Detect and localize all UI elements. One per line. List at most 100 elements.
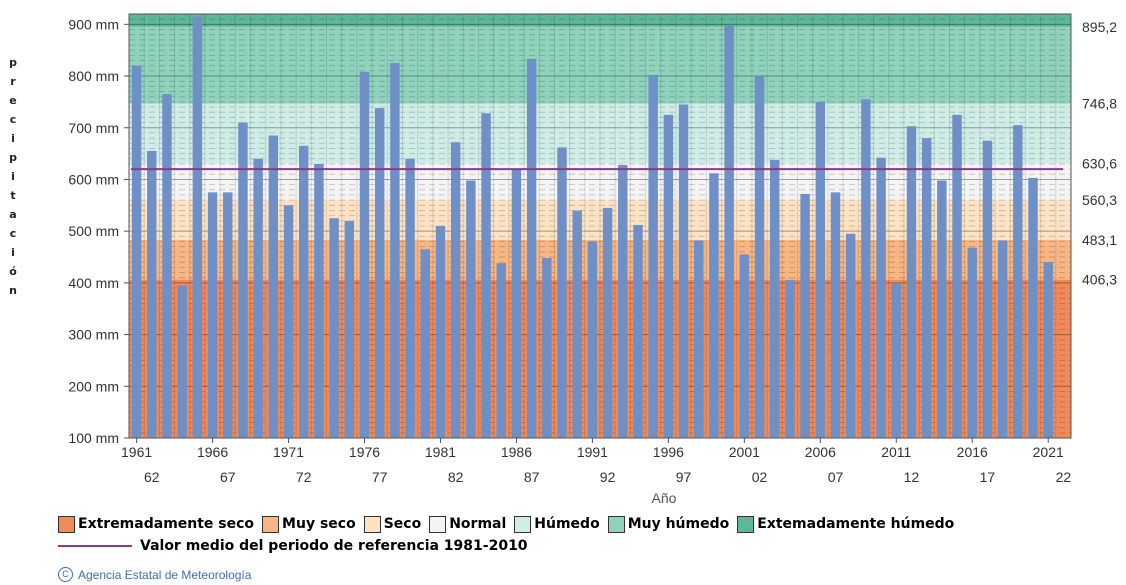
bar-2004 — [785, 280, 795, 438]
y-axis-title-letter: n — [9, 284, 17, 297]
x-tick-label-bottom: 82 — [448, 469, 464, 485]
threshold-label: 746,8 — [1082, 96, 1117, 112]
x-tick-label-top: 1996 — [653, 444, 684, 460]
chart-legend: Extremadamente seco Muy seco Seco Normal… — [58, 513, 962, 557]
legend-label: Extemadamente húmedo — [757, 516, 955, 532]
x-tick-label-top: 1971 — [273, 444, 304, 460]
y-axis-title-letter: i — [11, 170, 15, 183]
x-tick-label-bottom: 12 — [904, 469, 920, 485]
bar-2017 — [982, 140, 993, 438]
x-tick-label-bottom: 87 — [524, 469, 540, 485]
x-tick-label-bottom: 62 — [144, 469, 160, 485]
bar-1975 — [344, 220, 355, 438]
legend-mean-line-swatch — [58, 545, 132, 547]
y-tick-label: 500 mm — [68, 223, 119, 239]
legend-swatch — [262, 515, 280, 533]
legend-label: Normal — [449, 516, 507, 532]
bar-1963 — [162, 94, 172, 439]
y-tick-label: 600 mm — [68, 171, 119, 187]
legend-label: Húmedo — [534, 516, 600, 532]
legend-item-seco: Seco — [363, 515, 421, 533]
legend-swatch — [58, 515, 75, 533]
bar-2005 — [800, 193, 810, 438]
y-tick-label: 200 mm — [68, 378, 119, 394]
bar-1964 — [177, 285, 187, 438]
legend-mean-label: Valor medio del periodo de referencia 19… — [140, 538, 528, 554]
x-tick-label-top: 1986 — [501, 444, 532, 460]
x-axis-title: Año — [652, 490, 677, 506]
bar-2002 — [754, 76, 765, 439]
y-tick-label: 700 mm — [68, 120, 119, 136]
bar-1992 — [602, 207, 613, 438]
y-axis-title-letter: r — [10, 75, 16, 88]
bar-2016 — [967, 247, 977, 438]
bar-1998 — [694, 240, 704, 438]
legend-item-humedo: Húmedo — [514, 515, 600, 533]
bar-1976 — [359, 71, 370, 438]
bar-1970 — [268, 135, 279, 438]
bar-2000 — [724, 25, 734, 438]
threshold-label: 483,1 — [1082, 232, 1117, 248]
legend-label: Extremadamente seco — [78, 516, 255, 532]
credit: C Agencia Estatal de Meteorología — [58, 567, 251, 582]
x-tick-label-bottom: 22 — [1056, 469, 1072, 485]
bar-1967 — [223, 192, 233, 438]
bar-2003 — [770, 159, 780, 438]
y-axis-title-letter: c — [10, 113, 17, 126]
bar-1984 — [481, 113, 491, 438]
bar-1989 — [557, 147, 567, 438]
bar-2012 — [906, 126, 917, 438]
x-tick-label-top: 1981 — [425, 444, 456, 460]
y-tick-label: 900 mm — [68, 16, 119, 32]
x-tick-label-top: 1991 — [577, 444, 608, 460]
x-tick-label-top: 2011 — [881, 444, 911, 460]
bar-2009 — [861, 99, 871, 438]
x-tick-label-top: 2001 — [729, 444, 760, 460]
bar-2021 — [1043, 262, 1053, 438]
bar-1968 — [238, 122, 248, 439]
bar-1979 — [405, 158, 415, 438]
x-tick-label-bottom: 17 — [980, 469, 996, 485]
threshold-label: 406,3 — [1082, 272, 1117, 288]
bar-2006 — [815, 101, 826, 438]
legend-label: Muy seco — [282, 516, 356, 532]
bar-1983 — [466, 180, 476, 438]
bar-1990 — [572, 210, 582, 438]
y-axis-title-letter: p — [9, 56, 17, 69]
copyright-icon: C — [58, 567, 73, 582]
bar-1999 — [709, 173, 719, 438]
bar-2019 — [1013, 125, 1023, 439]
bar-2015 — [952, 114, 962, 438]
x-tick-label-top: 2016 — [957, 444, 988, 460]
bar-1965 — [192, 16, 203, 439]
bar-2020 — [1028, 177, 1038, 438]
threshold-label: 630,6 — [1082, 156, 1117, 172]
x-tick-label-top: 1966 — [197, 444, 228, 460]
bar-2018 — [997, 240, 1008, 438]
bar-2007 — [830, 192, 841, 438]
bar-1966 — [207, 192, 218, 438]
bar-2008 — [845, 233, 856, 438]
bar-1961 — [131, 65, 142, 439]
bar-1985 — [496, 263, 506, 438]
bar-1980 — [420, 249, 430, 438]
bar-1978 — [390, 63, 400, 439]
bar-1993 — [618, 164, 628, 439]
band-6 — [129, 14, 1071, 27]
x-tick-label-top: 1976 — [349, 444, 380, 460]
y-tick-label: 100 mm — [68, 430, 119, 446]
legend-item-extemadamente-humedo: Extemadamente húmedo — [737, 515, 955, 533]
legend-bands-row: Extremadamente seco Muy seco Seco Normal… — [58, 513, 962, 535]
plot-frame — [128, 13, 1072, 439]
x-tick-label-top: 2021 — [1033, 444, 1064, 460]
threshold-label: 895,2 — [1082, 19, 1117, 35]
x-tick-label-bottom: 02 — [752, 469, 768, 485]
credit-text: Agencia Estatal de Meteorología — [78, 567, 252, 582]
bar-1995 — [648, 75, 658, 438]
legend-swatch — [429, 515, 447, 533]
x-tick-label-bottom: 72 — [296, 469, 312, 485]
y-axis-title-letter: a — [9, 208, 16, 221]
y-axis-title-letter: t — [10, 189, 15, 202]
y-axis-title-letter: c — [10, 227, 17, 240]
band-5 — [129, 26, 1071, 104]
